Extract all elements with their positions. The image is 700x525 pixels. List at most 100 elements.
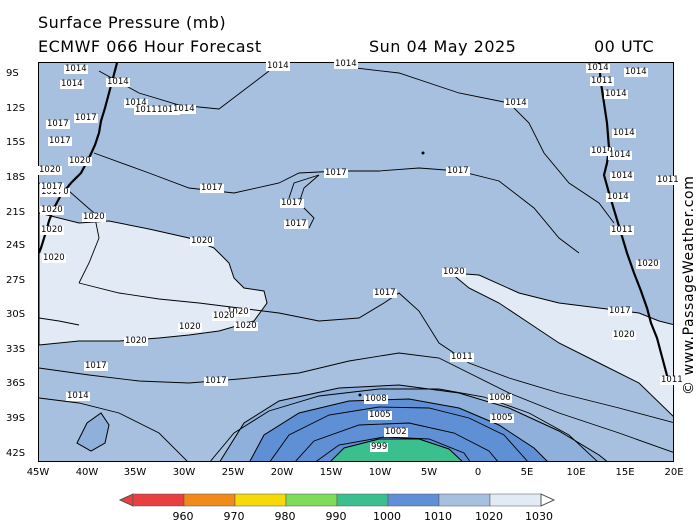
scale-value-label: 1010 xyxy=(424,510,452,523)
isobar-label: 1014 xyxy=(124,98,148,108)
lat-tick-label: 30S xyxy=(6,309,26,320)
lon-tick-label: 25W xyxy=(221,467,245,478)
lon-tick-label: 15E xyxy=(615,467,635,478)
isobar-label: 1014 xyxy=(612,128,636,138)
isobar-1017-north xyxy=(93,152,580,254)
st-helena-island xyxy=(421,151,425,155)
lat-tick-label: 12S xyxy=(6,103,26,114)
lat-tick-label: 18S xyxy=(6,172,26,183)
isobar-label: 1017 xyxy=(46,119,70,129)
isobar-1014-south xyxy=(39,397,188,461)
isobar-label: 1005 xyxy=(490,413,514,423)
lon-tick-label: 40W xyxy=(75,467,99,478)
lon-tick-label: 10E xyxy=(566,467,586,478)
isobar-label: 1014 xyxy=(60,79,84,89)
isobar-label: 1020 xyxy=(636,259,660,269)
watermark: © www.PassageWeather.com xyxy=(680,150,698,395)
tristan-island xyxy=(358,393,362,397)
isobar-label: 1014 xyxy=(604,89,628,99)
lon-tick-label: 0 xyxy=(474,467,482,478)
isobar-1002 xyxy=(316,436,471,461)
scale-value-label: 960 xyxy=(172,510,194,523)
scale-value-label: 1030 xyxy=(525,510,553,523)
isobar-label: 1017 xyxy=(373,288,397,298)
isobar-label: 1014 xyxy=(66,391,90,401)
scale-value-label: 980 xyxy=(274,510,296,523)
isobar-1014-ne xyxy=(338,65,615,224)
lat-tick-label: 15S xyxy=(6,137,26,148)
isobar-1017-center-lobe xyxy=(288,174,320,229)
isobar-label: 1017 xyxy=(280,198,304,208)
watermark-text: © www.PassageWeather.com xyxy=(681,175,697,395)
isobar-label: 1006 xyxy=(488,393,512,403)
scale-swatch xyxy=(489,493,542,507)
isobar-label: 1014 xyxy=(586,63,610,73)
isobar-label: 1014 xyxy=(172,104,196,114)
isobar-label: 1017 xyxy=(74,113,98,123)
isobar-label: 1011 xyxy=(450,352,474,362)
lon-tick-label: 15W xyxy=(319,467,343,478)
scale-arrow-left xyxy=(118,493,134,507)
scale-swatch xyxy=(285,493,338,507)
isobar-label: 1014 xyxy=(64,64,88,74)
scale-value-label: 970 xyxy=(223,510,245,523)
header-date: Sun 04 May 2025 xyxy=(369,37,517,56)
isobar-label: 1020 xyxy=(38,165,62,175)
lat-tick-label: 33S xyxy=(6,344,26,355)
lat-tick-label: 24S xyxy=(6,240,26,251)
isobar-label: 1014 xyxy=(156,105,180,115)
isobar-label: 1020 xyxy=(178,322,202,332)
lat-tick-label: 36S xyxy=(6,378,26,389)
isobar-label: 1017 xyxy=(284,219,308,229)
isobar-1017-south xyxy=(39,352,673,453)
isobar-label: 1017 xyxy=(446,166,470,176)
isobar-label: 1014 xyxy=(106,77,130,87)
scale-swatch xyxy=(234,493,287,507)
scale-value-label: 1020 xyxy=(475,510,503,523)
lon-tick-label: 5W xyxy=(420,467,438,478)
lon-tick-label: 20E xyxy=(664,467,684,478)
isobar-label: 1020 xyxy=(124,336,148,346)
isobar-label: 1011 xyxy=(656,175,680,185)
header-model: ECMWF 066 Hour Forecast xyxy=(38,37,262,56)
isobar-label: 1017 xyxy=(40,187,64,197)
isobar-label: 1020 xyxy=(234,321,258,331)
isobar-label: 1008 xyxy=(364,394,388,404)
scale-value-label: 1000 xyxy=(373,510,401,523)
isobar-label: 1014 xyxy=(266,61,290,71)
lat-tick-label: 39S xyxy=(6,413,26,424)
scale-swatch xyxy=(387,493,440,507)
map-frame xyxy=(38,62,674,462)
isobar-label: 1020 xyxy=(82,212,106,222)
isobar-1017-mid xyxy=(78,282,673,423)
isobar-label: 1020 xyxy=(212,311,236,321)
isobar-1005 xyxy=(295,422,498,461)
pressure-map xyxy=(39,63,673,461)
lon-tick-label: 45W xyxy=(26,467,50,478)
isobar-label: 1017 xyxy=(204,376,228,386)
scale-swatch xyxy=(132,493,185,507)
scale-swatch xyxy=(183,493,236,507)
isobar-1011 xyxy=(210,388,598,461)
lat-tick-label: 21S xyxy=(6,207,26,218)
lon-tick-label: 5E xyxy=(520,467,534,478)
isobar-label: 1011 xyxy=(610,225,634,235)
pressure-color-scale xyxy=(118,493,556,507)
isobar-label: 1017 xyxy=(40,182,64,192)
isobar-label: 1005 xyxy=(368,410,392,420)
isobar-label: 1020 xyxy=(42,253,66,263)
lon-tick-label: 20W xyxy=(270,467,294,478)
isobar-1008 xyxy=(269,406,528,461)
scale-swatch xyxy=(438,493,491,507)
isobar-label: 1020 xyxy=(68,156,92,166)
lon-tick-label: 10W xyxy=(368,467,392,478)
isobar-label: 1011 xyxy=(134,105,158,115)
isobar-label: 1017 xyxy=(48,136,72,146)
lon-tick-label: 35W xyxy=(123,467,147,478)
isobar-label: 1017 xyxy=(324,168,348,178)
isobar-label: 1014 xyxy=(334,59,358,69)
isobar-label: 1014 xyxy=(606,192,630,202)
isobar-label: 1010 xyxy=(590,146,614,156)
isobar-1020-west-b xyxy=(39,317,80,326)
high-pressure-area-east xyxy=(449,272,673,417)
